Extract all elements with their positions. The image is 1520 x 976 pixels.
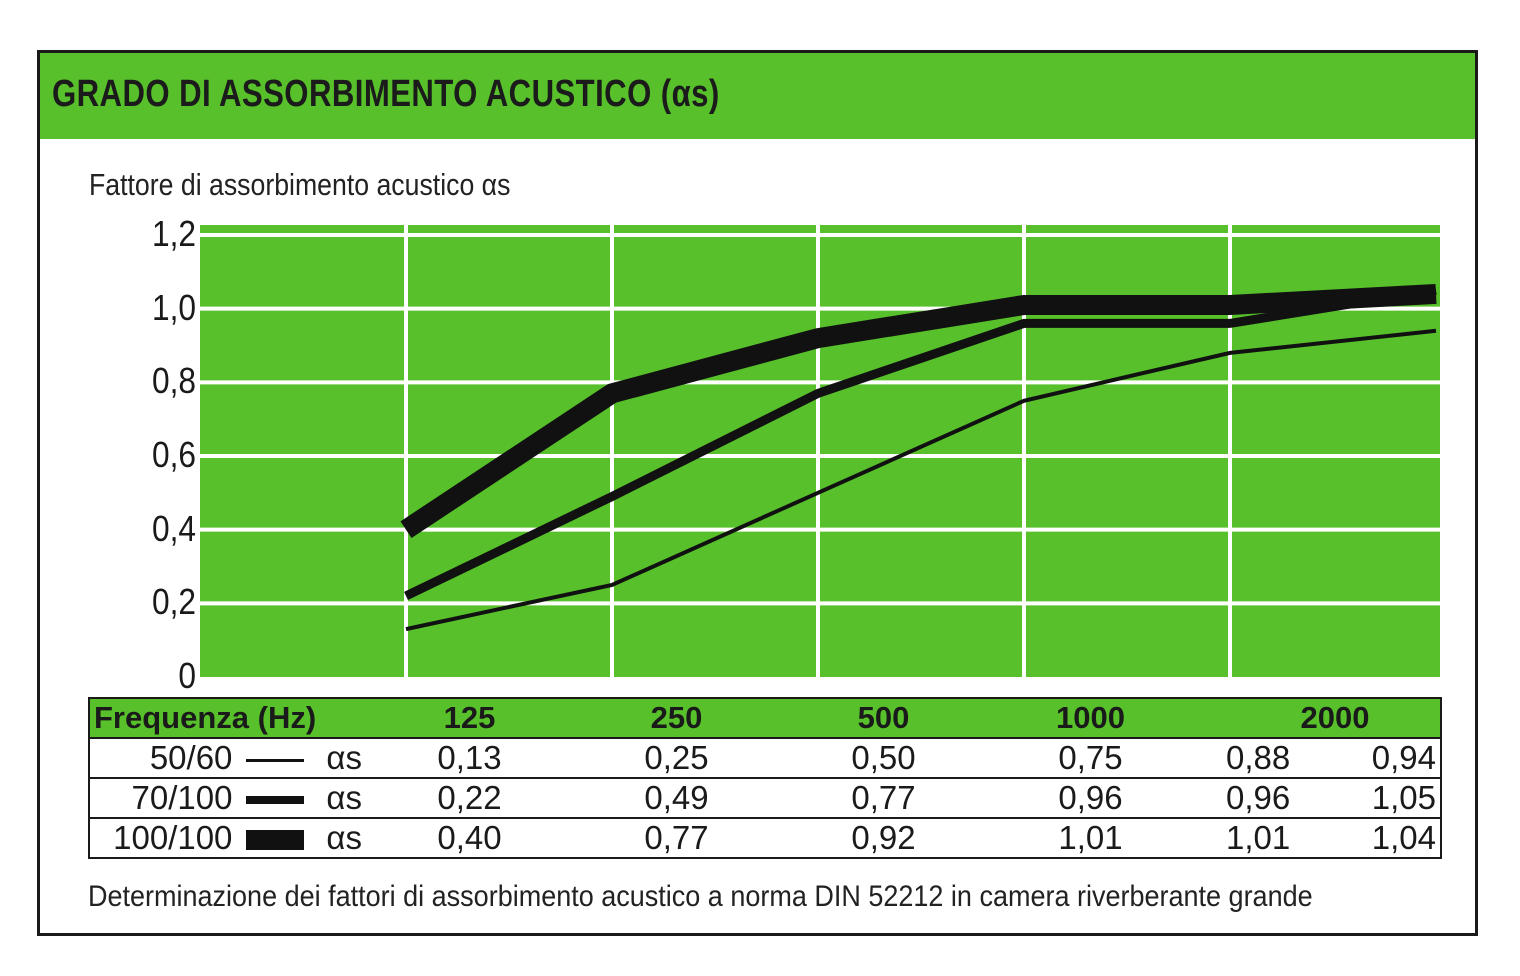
x-tick-label: 125 [366, 698, 573, 738]
table-row: 50/60 αs 0,13 0,25 0,50 0,75 0,88 0,94 [89, 737, 1441, 778]
series-line-50-60 [405, 328, 1437, 632]
series-legend-cell: 70/100 αs [89, 777, 366, 818]
table-cell: 0,92 [780, 817, 987, 858]
thick-line-swatch [246, 830, 305, 851]
table-cell: 0,49 [573, 777, 780, 818]
medium-line-swatch [246, 796, 305, 805]
table-value: 1,04 [1371, 819, 1436, 856]
chart-title: GRADO DI ASSORBIMENTO ACUSTICO (αs) [52, 73, 720, 115]
table-cell: 0,88 0,94 [1194, 737, 1441, 778]
line-chart [200, 225, 1440, 677]
table-cell: 1,01 1,04 [1194, 817, 1441, 858]
table-value: 0,94 [1371, 739, 1436, 776]
table-cell: 0,77 [573, 817, 780, 858]
table-cell: 0,96 1,05 [1194, 777, 1441, 818]
series-name: 70/100 [131, 779, 233, 816]
table-cell: 0,96 [987, 777, 1194, 818]
y-tick-label: 0,4 [151, 507, 196, 549]
x-tick-label: 2000 [1194, 698, 1441, 738]
alpha-symbol: αs [326, 779, 362, 816]
y-tick-label: 0,2 [151, 581, 196, 623]
title-banner: GRADO DI ASSORBIMENTO ACUSTICO (αs) [40, 53, 1475, 139]
series-name: 100/100 [113, 819, 233, 856]
table-cell: 0,13 [366, 737, 573, 778]
y-tick-label: 1,0 [151, 286, 196, 328]
table-cell: 1,01 [987, 817, 1194, 858]
table-value: 0,88 [1226, 739, 1291, 776]
series-line-100-100 [400, 283, 1437, 539]
series-legend-cell: 50/60 αs [89, 737, 366, 778]
table-value: 0,96 [1226, 779, 1291, 816]
x-tick-label: 500 [780, 698, 987, 738]
x-tick-label: 250 [573, 698, 780, 738]
alpha-symbol: αs [326, 819, 362, 856]
thin-line-swatch [246, 758, 305, 762]
series-line-70-100 [404, 285, 1437, 601]
series-legend-cell: 100/100 αs [89, 817, 366, 858]
table-cell: 0,50 [780, 737, 987, 778]
y-tick-label: 0,8 [151, 360, 196, 402]
y-tick-label: 0,6 [151, 434, 196, 475]
table-header-row: Frequenza (Hz) 125 250 500 1000 2000 [89, 698, 1441, 738]
series-name: 50/60 [149, 739, 233, 776]
chart-card: GRADO DI ASSORBIMENTO ACUSTICO (αs) Fatt… [37, 50, 1478, 936]
x-tick-label: 1000 [987, 698, 1194, 738]
y-tick-label: 0 [178, 655, 196, 696]
y-tick-label: 1,2 [151, 213, 196, 254]
alpha-symbol: αs [326, 739, 362, 776]
table-value: 1,05 [1371, 779, 1436, 816]
table-cell: 0,40 [366, 817, 573, 858]
y-axis-label: Fattore di assorbimento acustico αs [89, 167, 511, 202]
table-cell: 0,25 [573, 737, 780, 778]
table-cell: 0,75 [987, 737, 1194, 778]
table-cell: 0,22 [366, 777, 573, 818]
caption: Determinazione dei fattori di assorbimen… [88, 880, 1313, 913]
table-row: 100/100 αs 0,40 0,77 0,92 1,01 1,01 1,04 [89, 817, 1441, 858]
frequency-header-label: Frequenza (Hz) [89, 698, 366, 738]
frequency-table: Frequenza (Hz) 125 250 500 1000 2000 50/… [88, 697, 1442, 859]
table-cell: 0,77 [780, 777, 987, 818]
table-value: 1,01 [1226, 819, 1291, 856]
table-row: 70/100 αs 0,22 0,49 0,77 0,96 0,96 1,05 [89, 777, 1441, 818]
